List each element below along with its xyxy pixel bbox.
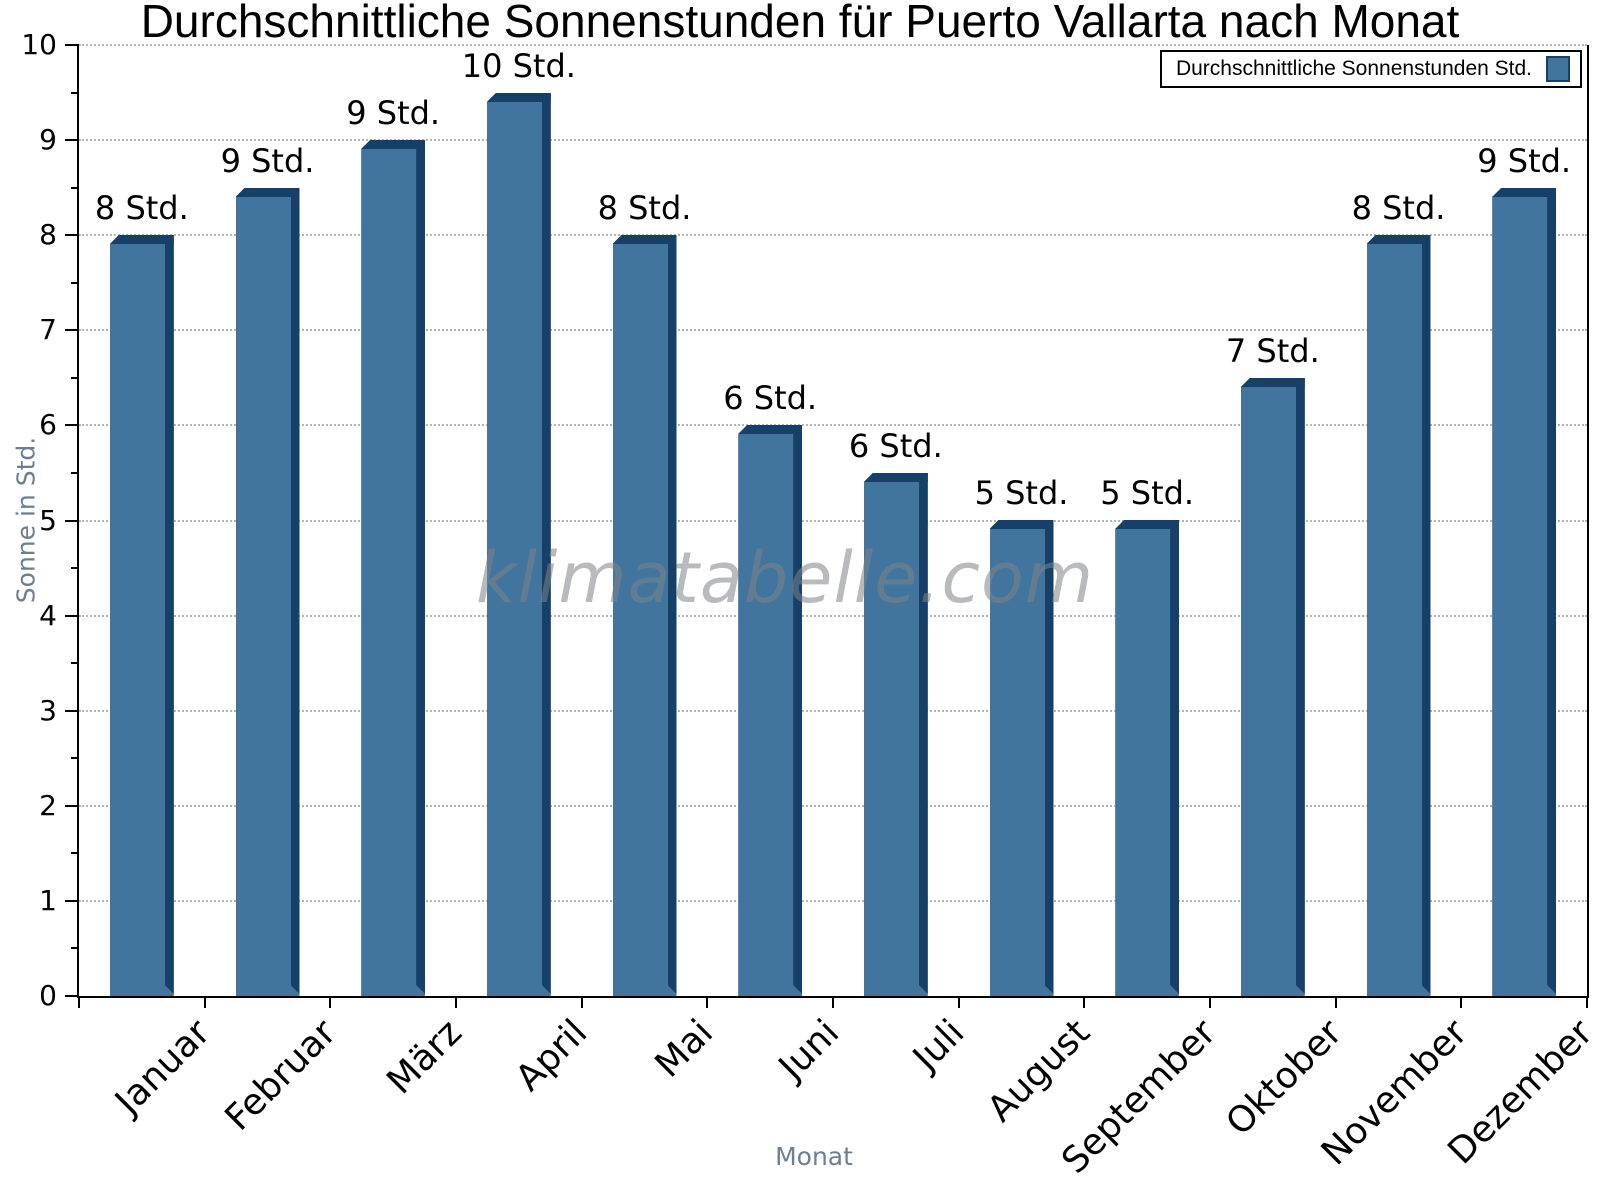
x-tick <box>1083 998 1086 1008</box>
y-major-tick <box>65 614 79 617</box>
gridline-2 <box>79 804 1587 807</box>
bar-value-label-august: 5 Std. <box>974 474 1069 512</box>
y-minor-tick <box>71 471 79 474</box>
x-tick <box>1586 998 1588 1008</box>
x-category-label-text: März <box>379 1012 470 1103</box>
bar-value-label-april: 10 Std. <box>461 47 576 85</box>
y-tick-label-1: 1 <box>39 883 57 917</box>
bar-dezember <box>1492 188 1557 996</box>
bar-value-label-dezember: 9 Std. <box>1477 142 1572 180</box>
gridline-5 <box>79 519 1587 522</box>
bar-value-label-januar: 8 Std. <box>94 189 189 227</box>
bar-marz <box>361 140 426 996</box>
bar-value-label-juni: 6 Std. <box>723 379 818 417</box>
y-minor-tick <box>71 947 79 950</box>
y-tick-label-7: 7 <box>39 313 57 347</box>
bar-value-label-november: 8 Std. <box>1351 189 1446 227</box>
legend: Durchschnittliche Sonnenstunden Std. <box>1159 50 1582 88</box>
bar-value-label-mai: 8 Std. <box>597 189 692 227</box>
y-minor-tick <box>71 662 79 665</box>
y-minor-tick <box>71 567 79 570</box>
bar-juni <box>738 425 803 996</box>
gridline-4 <box>79 614 1587 617</box>
x-tick <box>329 998 332 1008</box>
x-tick <box>832 998 834 1008</box>
bar-september <box>1115 520 1180 996</box>
x-category-label-text: April <box>508 1012 596 1100</box>
y-major-tick <box>65 709 79 712</box>
y-minor-tick <box>71 281 79 284</box>
legend-swatch <box>1546 56 1570 82</box>
bar-value-label-oktober: 7 Std. <box>1225 332 1320 370</box>
bar-juli <box>863 473 928 996</box>
plot-area: Durchschnittliche Sonnenstunden Std. 0 1 2… <box>21 29 1600 1182</box>
y-tick-label-4: 4 <box>39 598 57 632</box>
x-category-label-text: Mai <box>647 1012 722 1086</box>
gridline-10 <box>79 44 1587 46</box>
x-tick <box>1334 998 1337 1008</box>
y-major-tick <box>65 519 79 522</box>
y-major-tick <box>65 44 79 46</box>
x-tick <box>706 998 709 1008</box>
bar-oktober <box>1240 378 1305 996</box>
y-major-tick <box>65 139 79 142</box>
y-major-tick <box>65 899 79 902</box>
y-minor-tick <box>71 757 79 760</box>
x-category-label-text: Oktober <box>1218 1012 1350 1144</box>
y-minor-tick <box>71 186 79 189</box>
y-tick-label-8: 8 <box>39 218 57 252</box>
x-category-label-text: Februar <box>217 1012 345 1139</box>
bar-august <box>989 520 1054 996</box>
y-major-tick <box>65 424 79 427</box>
y-minor-tick <box>71 376 79 379</box>
x-category-label-text: Januar <box>108 1012 219 1123</box>
y-minor-tick <box>71 852 79 855</box>
y-minor-tick <box>71 91 79 94</box>
y-tick-label-9: 9 <box>39 123 57 157</box>
x-category-label-text: Juli <box>905 1012 973 1079</box>
x-category-label-text: August <box>980 1012 1099 1131</box>
y-major-tick <box>65 329 79 332</box>
bar-mai <box>612 235 677 996</box>
x-category-label-text: Juni <box>771 1012 847 1088</box>
bar-value-label-februar: 9 Std. <box>220 142 315 180</box>
y-major-tick <box>65 234 79 237</box>
gridline-7 <box>79 329 1587 332</box>
bar-januar <box>109 235 174 996</box>
gridline-1 <box>79 899 1587 902</box>
y-major-tick <box>65 995 79 997</box>
y-tick-label-10: 10 <box>21 28 57 61</box>
y-tick-label-2: 2 <box>39 788 57 822</box>
y-tick-label-0: 0 <box>39 979 57 1012</box>
x-tick <box>455 998 457 1008</box>
y-tick-label-6: 6 <box>39 408 57 442</box>
gridline-8 <box>79 234 1587 237</box>
x-tick <box>78 998 80 1008</box>
chart-title: Durchschnittliche Sonnenstunden für Puer… <box>140 0 1460 47</box>
x-tick <box>957 998 960 1008</box>
bar-value-label-juli: 6 Std. <box>848 427 943 465</box>
x-tick <box>1460 998 1463 1008</box>
y-tick-label-5: 5 <box>39 503 57 537</box>
bar-value-label-september: 5 Std. <box>1100 474 1195 512</box>
bar-april <box>486 93 551 996</box>
x-tick <box>1209 998 1211 1008</box>
x-tick <box>580 998 583 1008</box>
gridline-9 <box>79 139 1587 142</box>
y-major-tick <box>65 804 79 807</box>
x-axis-title: Monat <box>775 1142 853 1171</box>
gridline-3 <box>79 709 1587 712</box>
legend-label: Durchschnittliche Sonnenstunden Std. <box>1175 57 1532 80</box>
gridline-6 <box>79 424 1587 427</box>
x-tick <box>203 998 206 1008</box>
bar-februar <box>235 188 300 996</box>
bar-november <box>1366 235 1431 996</box>
y-axis-title: Sonne in Std. <box>11 436 41 604</box>
y-tick-label-3: 3 <box>39 693 57 727</box>
bar-value-label-marz: 9 Std. <box>346 94 441 132</box>
